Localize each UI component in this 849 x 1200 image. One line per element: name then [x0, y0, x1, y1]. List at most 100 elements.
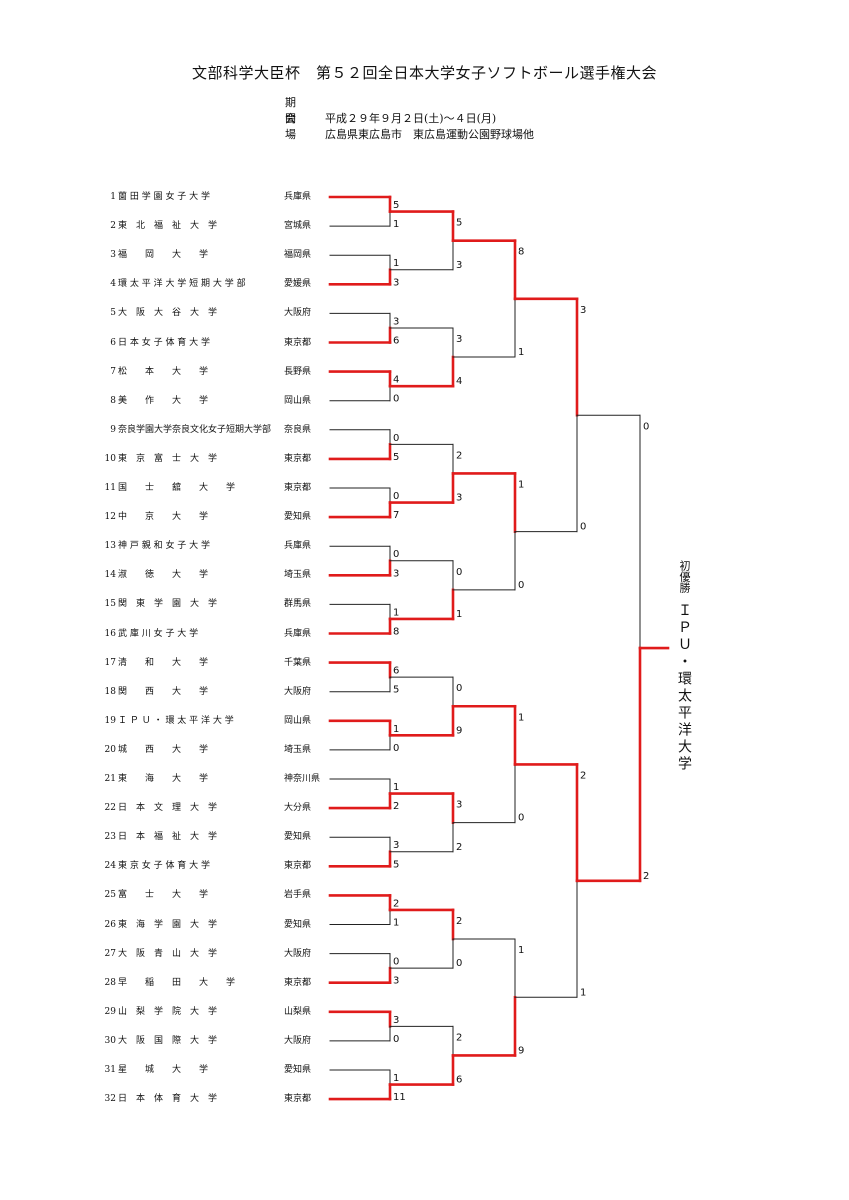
score-label: 1: [393, 219, 399, 230]
score-label: 0: [393, 433, 399, 444]
team-prefecture: 兵庫県: [284, 192, 312, 202]
score-label: 1: [393, 724, 399, 735]
venue-label: 会場: [285, 112, 306, 141]
score-label: 7: [393, 510, 399, 521]
team-row: 18 関 西 大 学 大阪府: [100, 685, 430, 699]
team-number: 16: [104, 628, 116, 639]
score-label: 0: [518, 580, 524, 591]
team-name: 富 士 大 学: [118, 890, 209, 901]
team-row: 12 中 京 大 学 愛知県: [100, 510, 430, 524]
team-row: 15 関 東 学 園 大 学 群馬県: [100, 597, 430, 611]
team-prefecture: 兵庫県: [284, 541, 312, 552]
score-label: 0: [456, 683, 462, 694]
team-prefecture: 岡山県: [284, 715, 312, 726]
score-label: 5: [393, 452, 399, 463]
team-number: 7: [110, 366, 116, 377]
team-name: 日 本 福 祉 大 学: [118, 832, 218, 843]
team-name: 日 本 女 子 体 育 大 学: [118, 337, 211, 348]
score-label: 2: [456, 842, 462, 853]
team-prefecture: 岩手県: [284, 890, 312, 901]
score-label: 8: [393, 627, 399, 638]
team-prefecture: 愛知県: [284, 919, 312, 930]
team-name: 城 西 大 学: [118, 744, 209, 755]
team-name: 大 阪 国 際 大 学: [118, 1035, 218, 1046]
team-prefecture: 福岡県: [284, 250, 312, 261]
team-row: 14 淑 徳 大 学 埼玉県: [100, 568, 430, 582]
team-number: 12: [104, 512, 116, 523]
team-name: 松 本 大 学: [118, 366, 209, 377]
score-label: 0: [643, 421, 649, 432]
champion-box: 初優勝 ＩＰＵ・環太平洋大学: [668, 560, 700, 773]
team-prefecture: 愛知県: [284, 1065, 312, 1075]
team-prefecture: 兵庫県: [284, 628, 312, 639]
team-number: 29: [104, 1006, 116, 1017]
team-number: 19: [104, 715, 116, 726]
score-label: 2: [456, 916, 462, 927]
team-prefecture: 大阪府: [284, 1035, 312, 1046]
team-row: 21 東 海 大 学 神奈川県: [100, 772, 430, 786]
team-prefecture: 奈良県: [284, 424, 312, 435]
team-name: 武 庫 川 女 子 大 学: [118, 628, 199, 639]
team-prefecture: 宮城県: [284, 221, 312, 232]
team-name: 東 海 大 学: [118, 774, 209, 784]
team-prefecture: 東京都: [284, 1094, 312, 1105]
team-number: 2: [110, 221, 116, 232]
score-label: 2: [393, 801, 399, 812]
team-row: 13 神 戸 親 和 女 子 大 学 兵庫県: [100, 539, 430, 553]
score-label: 2: [393, 898, 399, 909]
team-prefecture: 大阪府: [284, 948, 312, 959]
score-label: 0: [393, 549, 399, 560]
score-label: 0: [393, 1034, 399, 1045]
score-label: 5: [393, 859, 399, 870]
score-label: 3: [393, 316, 399, 327]
team-number: 24: [104, 861, 116, 872]
team-row: 9 奈良学園大学奈良文化女子短期大学部 奈良県: [100, 423, 430, 437]
score-label: 3: [393, 1015, 399, 1026]
team-prefecture: 埼玉県: [284, 744, 312, 755]
team-number: 28: [104, 977, 116, 988]
team-number: 5: [110, 308, 116, 319]
team-name: 関 西 大 学: [118, 686, 209, 697]
team-row: 23 日 本 福 祉 大 学 愛知県: [100, 830, 430, 844]
champion-label: 初優勝: [678, 560, 691, 593]
team-prefecture: 愛媛県: [284, 279, 312, 290]
team-number: 15: [104, 599, 116, 610]
team-prefecture: 神奈川県: [284, 774, 321, 784]
score-label: 9: [456, 725, 462, 736]
team-number: 4: [110, 279, 116, 290]
score-label: 1: [580, 987, 586, 998]
score-label: 2: [456, 1032, 462, 1043]
score-label: 3: [456, 260, 462, 271]
team-prefecture: 埼玉県: [284, 570, 312, 581]
team-name: 環 太 平 洋 大 学 短 期 大 学 部: [118, 279, 246, 290]
team-row: 17 清 和 大 学 千葉県: [100, 656, 430, 670]
team-row: 30 大 阪 国 際 大 学 大阪府: [100, 1034, 430, 1048]
team-number: 32: [104, 1094, 116, 1105]
team-name: Ｉ Ｐ Ｕ ・ 環 太 平 洋 大 学: [118, 715, 234, 726]
team-name: 東 京 女 子 体 育 大 学: [118, 861, 211, 872]
team-name: 国 士 舘 大 学: [118, 483, 236, 493]
score-label: 11: [393, 1092, 406, 1103]
team-number: 6: [110, 337, 116, 348]
score-label: 3: [456, 334, 462, 345]
team-prefecture: 群馬県: [284, 599, 312, 610]
team-number: 20: [104, 744, 116, 755]
team-prefecture: 大阪府: [284, 686, 312, 697]
team-name: 美 作 大 学: [118, 395, 209, 406]
score-label: 1: [393, 782, 399, 793]
score-label: 1: [393, 607, 399, 618]
team-number: 26: [104, 919, 116, 930]
score-label: 9: [518, 1045, 524, 1056]
team-number: 1: [110, 192, 116, 202]
score-label: 2: [580, 770, 586, 781]
score-label: 1: [518, 479, 524, 490]
score-label: 1: [393, 258, 399, 269]
team-number: 10: [104, 453, 116, 464]
team-number: 18: [104, 686, 116, 697]
score-label: 3: [456, 493, 462, 504]
team-name: 日 本 体 育 大 学: [118, 1094, 218, 1105]
team-row: 11 国 士 舘 大 学 東京都: [100, 481, 430, 495]
